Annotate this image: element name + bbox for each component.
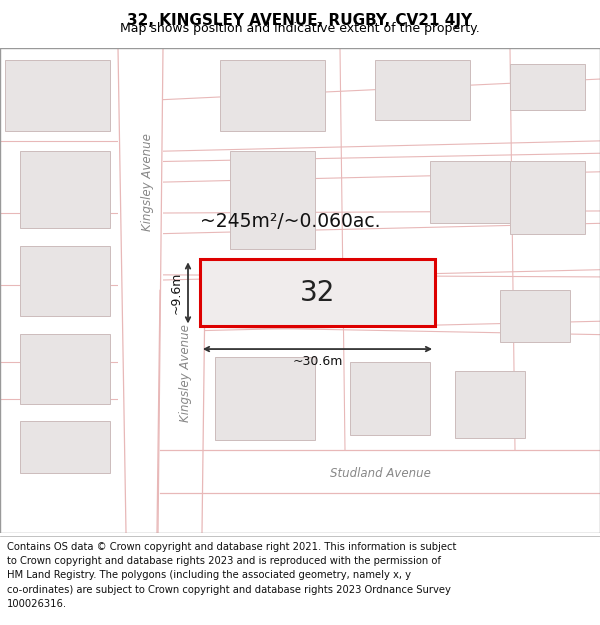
Text: HM Land Registry. The polygons (including the associated geometry, namely x, y: HM Land Registry. The polygons (includin… <box>7 571 411 581</box>
Text: Studland Avenue: Studland Avenue <box>329 468 430 480</box>
Bar <box>20 246 110 316</box>
Bar <box>430 161 510 223</box>
Polygon shape <box>118 48 163 532</box>
Text: Contains OS data © Crown copyright and database right 2021. This information is : Contains OS data © Crown copyright and d… <box>7 542 457 552</box>
Bar <box>20 334 110 404</box>
Bar <box>500 290 570 342</box>
Bar <box>230 151 315 249</box>
Bar <box>350 362 430 434</box>
Text: Kingsley Avenue: Kingsley Avenue <box>179 324 191 422</box>
Text: 100026316.: 100026316. <box>7 599 67 609</box>
Bar <box>5 61 110 131</box>
Bar <box>220 61 325 131</box>
Text: ~245m²/~0.060ac.: ~245m²/~0.060ac. <box>200 211 380 231</box>
Bar <box>215 357 315 440</box>
Text: to Crown copyright and database rights 2023 and is reproduced with the permissio: to Crown copyright and database rights 2… <box>7 556 441 566</box>
Bar <box>20 151 110 229</box>
Bar <box>510 161 585 234</box>
Bar <box>200 259 435 326</box>
Text: Kingsley Avenue: Kingsley Avenue <box>142 133 155 231</box>
Bar <box>375 61 470 120</box>
Bar <box>20 421 110 472</box>
Bar <box>510 64 585 110</box>
Text: co-ordinates) are subject to Crown copyright and database rights 2023 Ordnance S: co-ordinates) are subject to Crown copyr… <box>7 585 451 595</box>
Text: 32: 32 <box>300 279 335 307</box>
Text: ~9.6m: ~9.6m <box>170 272 183 314</box>
Polygon shape <box>160 290 205 532</box>
Text: Map shows position and indicative extent of the property.: Map shows position and indicative extent… <box>120 22 480 34</box>
Bar <box>455 371 525 438</box>
Text: 32, KINGSLEY AVENUE, RUGBY, CV21 4JY: 32, KINGSLEY AVENUE, RUGBY, CV21 4JY <box>127 14 473 29</box>
Bar <box>160 450 600 493</box>
Text: ~30.6m: ~30.6m <box>292 355 343 368</box>
